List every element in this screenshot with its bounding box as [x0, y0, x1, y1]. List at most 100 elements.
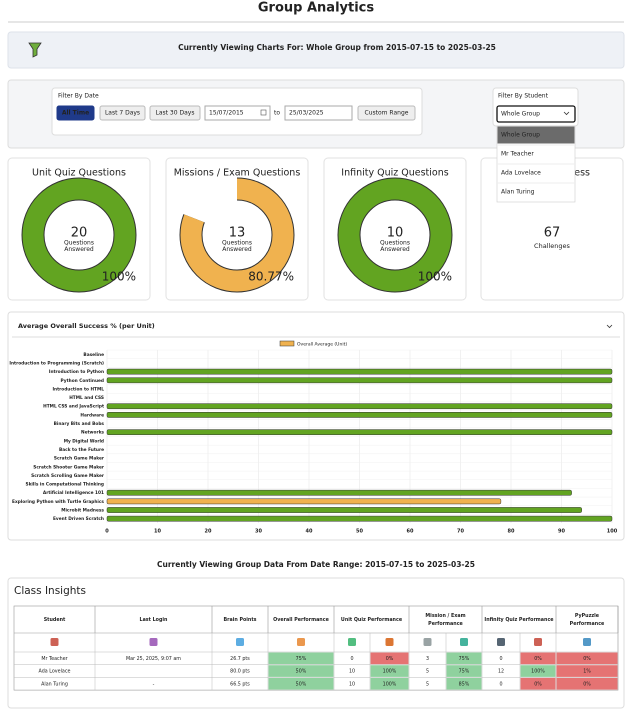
cell-shade [370, 665, 409, 677]
y-tick-label: Scratch Shooter Game Maker [33, 464, 105, 470]
page-title: Group Analytics [258, 1, 374, 16]
x-tick-label: 10 [154, 529, 161, 535]
table-cell: - [153, 682, 155, 687]
table-cell: 50% [296, 669, 307, 675]
insights-title: Class Insights [14, 585, 86, 597]
card-caption: Questions [222, 240, 252, 247]
table-cell: 0 [499, 681, 502, 687]
table-header: Infinity Quiz Performance [484, 617, 554, 623]
date-input-value: 25/03/2025 [289, 110, 324, 117]
column-icon [236, 638, 244, 646]
cell-shade [268, 677, 334, 690]
y-tick-label: Microbit Madness [61, 508, 104, 514]
table-cell: 100% [383, 681, 397, 687]
button-label: All Time [62, 110, 89, 117]
bar [106, 515, 613, 522]
y-tick-label: Introduction to HTML [52, 386, 104, 392]
table-cell: 5 [426, 669, 429, 675]
table-header: Unit Quiz Performance [341, 617, 403, 623]
card-caption: Questions [64, 240, 94, 247]
table-header: Student [44, 617, 66, 623]
cell-shade [556, 665, 618, 677]
filter-icon [28, 42, 42, 58]
cell-shade [556, 677, 618, 690]
card-title: Missions / Exam Questions [174, 168, 301, 179]
card-caption: Questions [380, 240, 410, 247]
cell-shade [520, 677, 556, 690]
to-label: to [274, 110, 280, 117]
custom-range-button[interactable] [357, 105, 416, 121]
dropdown-option[interactable]: Alan Turing [501, 189, 535, 196]
y-tick-label: Skills in Computational Thinking [25, 482, 104, 488]
table-cell: 75% [459, 669, 470, 675]
y-tick-label: HTML and CSS [69, 395, 104, 401]
x-tick-label: 60 [407, 529, 414, 535]
column-icon [423, 638, 432, 646]
y-tick-label: Introduction to Programming (Scratch) [9, 360, 104, 366]
card-title: Infinity Quiz Questions [341, 168, 448, 179]
x-tick-label: 100 [607, 529, 618, 535]
donut-arc [180, 178, 294, 292]
cell-shade [446, 665, 482, 677]
cell-shade [268, 652, 334, 665]
x-tick-label: 50 [356, 529, 363, 535]
dropdown-option[interactable]: Mr Teacher [501, 151, 534, 158]
cell-shade [446, 677, 482, 690]
cell-shade [370, 677, 409, 690]
table-cell: 0% [386, 656, 394, 662]
date-input[interactable] [204, 105, 271, 121]
y-tick-label: Introduction to Python [49, 369, 104, 375]
table-header: PyPuzzle [575, 613, 600, 619]
table-cell: 75% [296, 656, 307, 662]
card-count: 13 [229, 226, 246, 241]
column-icon [149, 638, 158, 646]
y-tick-label: Python Continued [61, 378, 104, 384]
table-cell: 10 [349, 669, 355, 675]
select-value: Whole Group [501, 111, 540, 118]
column-icon [50, 638, 59, 646]
range-button[interactable] [149, 105, 201, 121]
table-cell: 10 [349, 681, 355, 687]
table-cell: 5 [426, 681, 429, 687]
card-count: 20 [71, 226, 88, 241]
x-tick-label: 0 [105, 529, 109, 535]
table-cell: 0% [534, 681, 542, 687]
y-tick-label: Back to the Future [59, 447, 104, 453]
dropdown-option[interactable]: Whole Group [501, 132, 540, 139]
x-tick-label: 30 [255, 529, 262, 535]
bar [106, 429, 613, 436]
y-tick-label: Baseline [83, 352, 104, 358]
card-percent: 100% [102, 270, 136, 284]
table-cell: 12 [498, 669, 504, 675]
x-tick-label: 20 [205, 529, 212, 535]
y-tick-label: HTML CSS and JavaScript [43, 404, 104, 410]
bar [106, 412, 613, 418]
range-button[interactable] [99, 105, 146, 121]
table-header: Overall Performance [273, 617, 329, 623]
dropdown-option[interactable]: Ada Lovelace [501, 170, 541, 177]
y-tick-label: Artificial Intelligence 101 [43, 490, 104, 496]
student-select[interactable] [496, 105, 576, 123]
table-cell: 26.7 pts [230, 656, 250, 662]
table-cell: 0% [534, 656, 542, 662]
table-cell: 80.0 pts [230, 669, 250, 675]
y-tick-label: Event Driven Scratch [53, 516, 104, 522]
table-cell: 85% [459, 681, 470, 687]
column-icon [583, 638, 591, 646]
dropdown-highlight [497, 126, 575, 144]
x-tick-label: 90 [558, 529, 565, 535]
card-count: 10 [387, 226, 404, 241]
table-cell: 1% [583, 669, 591, 675]
table-header: Last Login [140, 617, 169, 623]
table-header: Brain Points [223, 617, 256, 623]
table-cell: 66.5 pts [230, 681, 250, 687]
date-input[interactable] [284, 105, 353, 121]
column-icon [497, 638, 505, 646]
range-button[interactable] [56, 105, 95, 121]
collapse-arrow[interactable] [606, 324, 613, 329]
y-tick-label: Binary Bits and Bobs [54, 421, 105, 427]
table-cell: 0% [583, 681, 591, 687]
table-cell: 100% [383, 669, 397, 675]
table-cell: 0 [350, 656, 353, 662]
legend-label: Overall Average (Unit) [297, 342, 347, 348]
